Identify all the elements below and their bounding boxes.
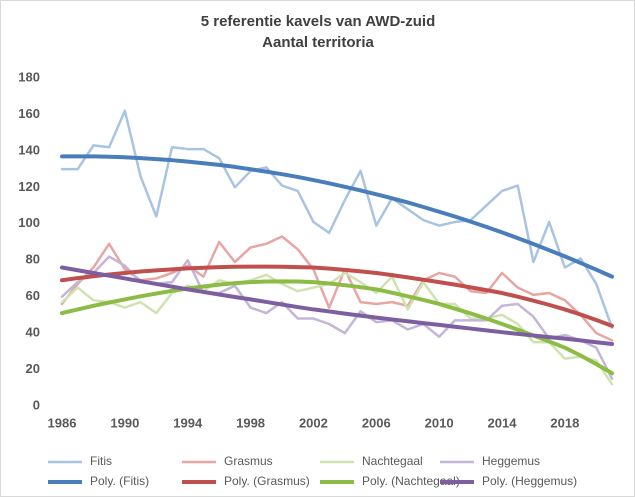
series-line [60,279,614,376]
x-tick-label: 2014 [488,415,518,430]
legend-label: Fitis [90,454,112,468]
legend-label: Nachtegaal [362,454,423,468]
x-tick-label: 2002 [299,415,328,430]
y-tick-label: 180 [18,69,40,84]
series-line [60,154,614,279]
legend-label: Poly. (Nachtegaal) [362,474,460,488]
series-line [60,235,614,342]
x-tick-label: 1994 [173,415,203,430]
series-line [60,264,614,328]
y-tick-label: 60 [26,288,40,303]
y-tick-label: 100 [18,215,40,230]
chart-title: 5 referentie kavels van AWD-zuid [201,13,436,30]
x-tick-label: 2010 [425,415,454,430]
y-tick-label: 140 [18,142,40,157]
y-tick-label: 40 [26,325,40,340]
x-tick-label: 1990 [110,415,139,430]
legend-label: Poly. (Heggemus) [482,474,577,488]
legend-label: Grasmus [224,454,273,468]
y-tick-label: 80 [26,252,40,267]
y-tick-label: 120 [18,179,40,194]
legend-label: Heggemus [482,454,540,468]
series-line [60,271,614,386]
legend-label: Poly. (Grasmus) [224,474,310,488]
legend-label: Poly. (Fitis) [90,474,149,488]
x-tick-label: 1986 [48,415,77,430]
x-tick-label: 1998 [236,415,265,430]
chart-subtitle: Aantal territoria [262,34,374,51]
x-tick-label: 2006 [362,415,391,430]
y-tick-label: 0 [33,397,40,412]
y-tick-label: 160 [18,106,40,121]
x-tick-label: 2018 [550,415,579,430]
y-tick-label: 20 [26,361,40,376]
series-line [60,265,614,347]
series-line [60,109,614,329]
